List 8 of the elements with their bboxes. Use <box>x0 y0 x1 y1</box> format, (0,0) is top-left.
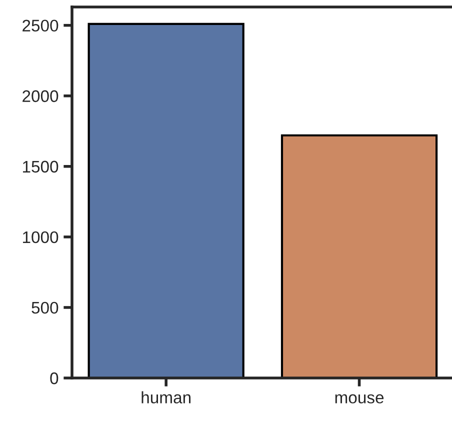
y-tick-label: 1500 <box>23 160 58 173</box>
x-tick-label: human <box>142 391 190 404</box>
y-tick-label: 0 <box>50 372 58 384</box>
y-tick-label: 1000 <box>23 231 58 244</box>
y-tick-label: 2000 <box>22 90 58 102</box>
y-tick-label: 500 <box>32 302 58 314</box>
x-tick-label: mouse <box>335 394 384 404</box>
y-tick-label: 2500 <box>22 20 58 32</box>
